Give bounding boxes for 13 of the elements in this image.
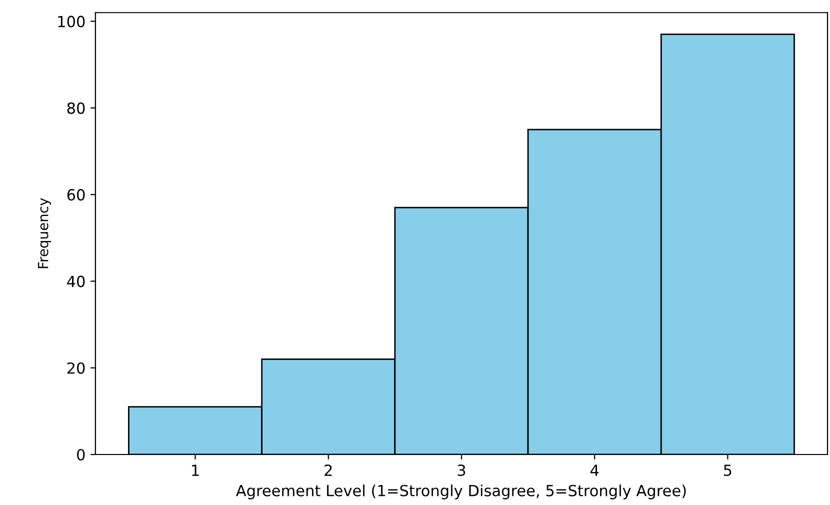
x-tick-label: 3 <box>458 464 466 476</box>
y-tick-label: 40 <box>67 276 85 288</box>
y-axis-title: Frequency <box>38 198 52 268</box>
x-tick-label: 4 <box>590 464 599 476</box>
x-tick-label: 1 <box>192 464 199 476</box>
x-axis-title: Agreement Level (1=Strongly Disagree, 5=Strongly Agree) <box>236 484 686 500</box>
y-tick-label: 20 <box>67 362 85 374</box>
x-tick-label: 2 <box>324 464 332 476</box>
y-tick-label: 60 <box>67 189 85 201</box>
y-tick-label: 0 <box>77 448 85 461</box>
y-tick-label: 80 <box>67 102 85 114</box>
x-tick-label: 5 <box>724 464 732 476</box>
y-tick-label: 100 <box>58 16 85 28</box>
